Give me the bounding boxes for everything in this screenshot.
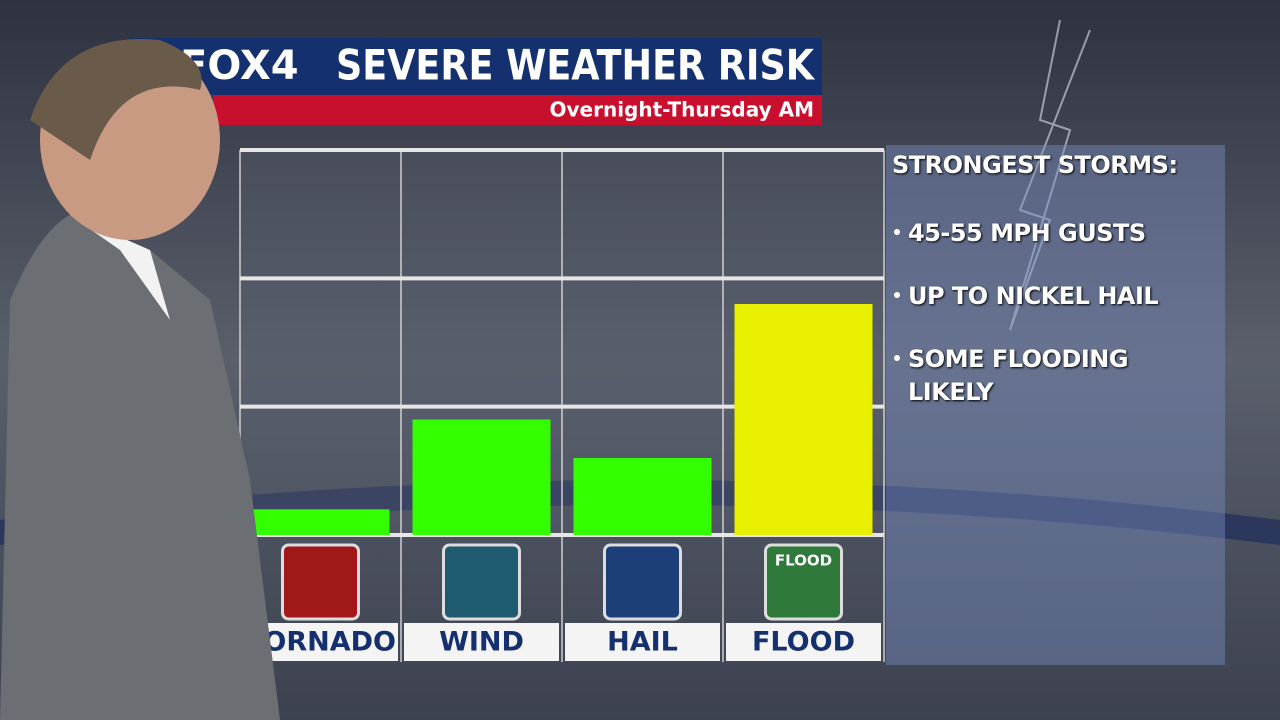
hazard-icon: [764, 543, 843, 621]
panel-list: 45-55 MPH GUSTS UP TO NICKEL HAIL SOME FLO…: [892, 217, 1219, 409]
category-box: [404, 623, 559, 661]
x-tick-label: HAIL: [607, 627, 678, 658]
panel-item-text: SOME FLOODING LIKELY: [908, 345, 1129, 406]
category-box: [565, 623, 720, 661]
category-box: [726, 623, 881, 661]
bar: [573, 458, 712, 535]
bullet: [894, 292, 900, 298]
panel-item-text: 45-55 MPH GUSTS: [908, 219, 1146, 247]
presenter-hair: [30, 39, 202, 160]
bar: [412, 419, 551, 535]
title-bar: [130, 38, 822, 95]
panel-heading: STRONGEST STORMS:: [892, 151, 1178, 179]
bullet: [894, 229, 900, 235]
presenter-suit: [0, 215, 280, 720]
panel-item: 45-55 MPH GUSTS: [892, 217, 1219, 250]
x-tick-label: WIND: [439, 627, 524, 658]
bullet: [894, 355, 900, 361]
panel-item: SOME FLOODING LIKELY: [892, 343, 1219, 409]
bar: [734, 304, 873, 535]
chart-subtitle: Overnight-Thursday AM: [549, 98, 814, 122]
panel-item: UP TO NICKEL HAIL: [892, 280, 1219, 313]
hazard-icon: [281, 543, 360, 621]
x-tick-label: FLOOD: [752, 627, 855, 658]
backdrop-arc: [0, 480, 1280, 545]
hazard-icon: [603, 543, 682, 621]
presenter: [0, 39, 280, 720]
lightning: [1009, 19, 1091, 331]
subtitle-bar: [213, 95, 822, 125]
info-panel: STRONGEST STORMS: 45-55 MPH GUSTS UP TO N…: [886, 145, 1225, 665]
bar: [251, 509, 390, 535]
hazard-icon: [442, 543, 521, 621]
presenter-shirt: [70, 215, 170, 320]
chart-title: SEVERE WEATHER RISK: [336, 41, 815, 90]
icon-label: FLOOD: [775, 552, 832, 570]
panel-item-text: UP TO NICKEL HAIL: [908, 282, 1159, 310]
